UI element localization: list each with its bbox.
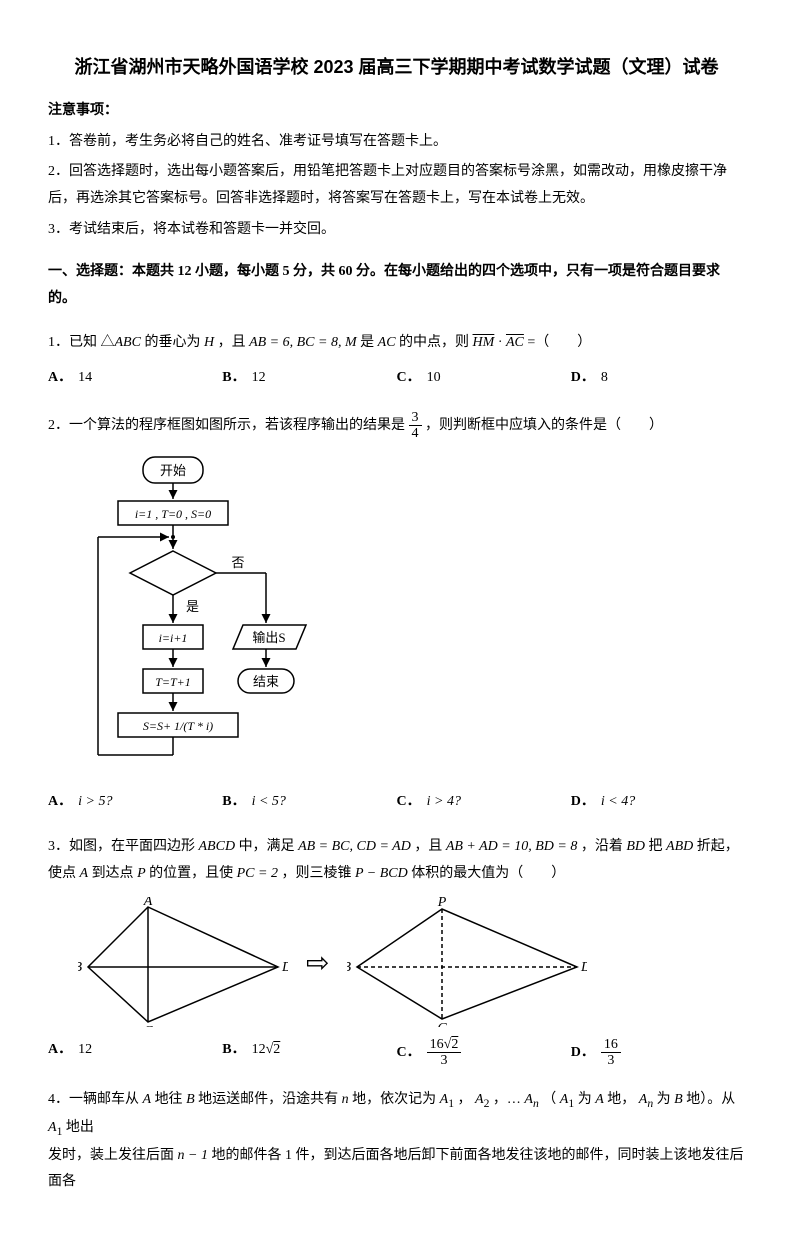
q3-option-b: B．12√2 xyxy=(222,1037,396,1069)
section-1-heading: 一、选择题：本题共 12 小题，每小题 5 分，共 60 分。在每小题给出的四个… xyxy=(48,259,745,312)
q1-text: 1．已知 △ xyxy=(48,335,115,350)
q1-h: H xyxy=(204,335,214,350)
q1-vec-ac: AC xyxy=(506,335,524,350)
flow-end: 结束 xyxy=(253,674,279,689)
flow-init: i=1 , T=0 , S=0 xyxy=(135,507,211,521)
flow-start: 开始 xyxy=(160,463,186,478)
q1-option-a: A．14 xyxy=(48,365,222,392)
q2-option-c: C．i > 4? xyxy=(397,789,571,816)
q1-vec-hm: HM xyxy=(473,335,495,350)
flowchart-diagram: 开始 i=1 , T=0 , S=0 否 是 i=i+1 输出S T=T+1 结… xyxy=(88,455,745,775)
notice-1: 1．答卷前，考生务必将自己的姓名、准考证号填写在答题卡上。 xyxy=(48,129,745,156)
q1-option-d: D．8 xyxy=(571,365,745,392)
notice-3: 3．考试结束后，将本试卷和答题卡一并交回。 xyxy=(48,217,745,244)
question-1: 1．已知 △ABC 的垂心为 H ，且 AB = 6, BC = 8, M 是 … xyxy=(48,330,745,357)
q2-option-b: B．i < 5? xyxy=(222,789,396,816)
flow-step2: T=T+1 xyxy=(155,675,191,689)
q1-options: A．14 B．12 C．10 D．8 xyxy=(48,365,745,392)
q1-t6: =（ ） xyxy=(524,335,591,350)
svg-text:P: P xyxy=(437,897,447,910)
q1-dot: · xyxy=(494,335,506,350)
q2-option-a: A．i > 5? xyxy=(48,789,222,816)
svg-text:A: A xyxy=(143,897,153,909)
question-2: 2．一个算法的程序框图如图所示，若该程序输出的结果是 34 ，则判断框中应填入的… xyxy=(48,410,745,442)
q3-diagrams: A B C D ⇨ P B C D xyxy=(78,897,745,1027)
flow-yes-label: 是 xyxy=(186,599,199,614)
q2-t1: 2．一个算法的程序框图如图所示，若该程序输出的结果是 xyxy=(48,418,409,433)
svg-text:B: B xyxy=(78,960,82,975)
question-4: 4．一辆邮车从 A 地往 B 地运送邮件，沿途共有 n 地，依次记为 A1 ， … xyxy=(48,1087,745,1196)
q3-option-c: C．16√23 xyxy=(397,1037,571,1069)
svg-text:C: C xyxy=(143,1024,153,1027)
q3-option-d: D．163 xyxy=(571,1037,745,1069)
question-3: 3．如图，在平面四边形 ABCD 中，满足 AB = BC, CD = AD ，… xyxy=(48,834,745,887)
flow-no-label: 否 xyxy=(231,555,244,570)
svg-text:D: D xyxy=(580,960,587,975)
q2-option-d: D．i < 4? xyxy=(571,789,745,816)
q1-eq1: AB = 6, BC = 8, M xyxy=(249,335,357,350)
flowchart-svg: 开始 i=1 , T=0 , S=0 否 是 i=i+1 输出S T=T+1 结… xyxy=(88,455,338,775)
fold-arrow-icon: ⇨ xyxy=(306,936,329,989)
flow-output: 输出S xyxy=(252,630,285,645)
notice-2: 2．回答选择题时，选出每小题答案后，用铅笔把答题卡上对应题目的答案标号涂黑，如需… xyxy=(48,159,745,212)
q1-t2: 的垂心为 xyxy=(141,335,204,350)
exam-title: 浙江省湖州市天略外国语学校 2023 届高三下学期期中考试数学试题（文理）试卷 xyxy=(48,50,745,84)
q3-options: A．12 B．12√2 C．16√23 D．163 xyxy=(48,1037,745,1069)
q1-abc: ABC xyxy=(115,335,141,350)
q2-frac: 34 xyxy=(409,410,422,442)
q3-diagram-left: A B C D xyxy=(78,897,288,1027)
flow-step3: S=S+ 1/(T * i) xyxy=(143,719,213,733)
q1-t3: ，且 xyxy=(214,335,249,350)
q1-t5: 的中点，则 xyxy=(396,335,473,350)
q3-diagram-right: P B C D xyxy=(347,897,587,1027)
svg-text:D: D xyxy=(281,960,288,975)
svg-text:B: B xyxy=(347,960,351,975)
notice-heading: 注意事项： xyxy=(48,98,745,125)
q2-t2: ，则判断框中应填入的条件是（ ） xyxy=(422,418,664,433)
q1-option-c: C．10 xyxy=(397,365,571,392)
svg-text:C: C xyxy=(438,1021,448,1027)
q3-option-a: A．12 xyxy=(48,1037,222,1069)
q1-ac: AC xyxy=(378,335,396,350)
flow-step1: i=i+1 xyxy=(159,631,188,645)
q1-option-b: B．12 xyxy=(222,365,396,392)
q1-t4: 是 xyxy=(357,335,378,350)
q2-options: A．i > 5? B．i < 5? C．i > 4? D．i < 4? xyxy=(48,789,745,816)
